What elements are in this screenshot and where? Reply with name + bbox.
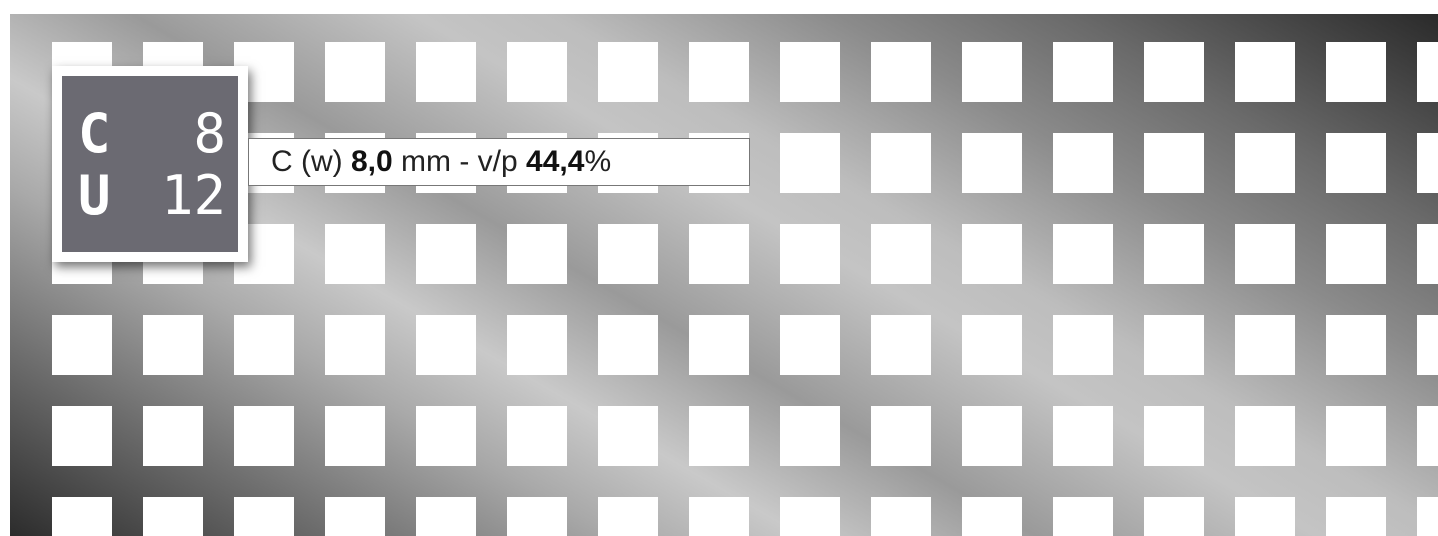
pattern-letter: U	[78, 164, 111, 228]
perforation-hole	[871, 315, 931, 375]
diameter-value: 8,0	[351, 145, 393, 178]
perforation-hole	[689, 406, 749, 466]
perforation-hole	[507, 497, 567, 536]
perforation-hole	[1235, 224, 1295, 284]
perforation-hole	[1053, 42, 1113, 102]
spec-label: C (w) 8,0 mm - v/p 44,4%	[248, 138, 750, 186]
perforation-hole	[52, 315, 112, 375]
perforation-hole	[1326, 406, 1386, 466]
perforation-hole	[1144, 497, 1204, 536]
perforation-hole	[1144, 406, 1204, 466]
perforation-hole	[598, 406, 658, 466]
perforation-hole	[1417, 42, 1438, 102]
perforation-hole	[1144, 133, 1204, 193]
perforation-hole	[416, 406, 476, 466]
perforation-hole	[962, 224, 1022, 284]
perforation-hole	[234, 406, 294, 466]
perforation-hole	[1417, 406, 1438, 466]
perforation-hole	[325, 42, 385, 102]
perforation-hole	[1326, 133, 1386, 193]
badge-row-pattern: U 12	[78, 164, 226, 228]
perforation-hole	[689, 224, 749, 284]
perforation-hole	[52, 497, 112, 536]
badge-row-shape: C 8	[78, 102, 226, 166]
spec-suffix: %	[584, 145, 611, 178]
perforation-hole	[416, 224, 476, 284]
perforation-hole	[1235, 497, 1295, 536]
perforation-hole	[871, 42, 931, 102]
perforation-hole	[1326, 224, 1386, 284]
perforation-hole	[871, 406, 931, 466]
perforation-hole	[1144, 315, 1204, 375]
perforation-hole	[598, 42, 658, 102]
perforation-hole	[962, 133, 1022, 193]
perforation-hole	[1235, 406, 1295, 466]
perforation-hole	[1417, 224, 1438, 284]
perforation-hole	[598, 315, 658, 375]
perforation-hole	[507, 406, 567, 466]
perforation-hole	[1417, 315, 1438, 375]
perforation-hole	[1417, 497, 1438, 536]
perforation-hole	[780, 133, 840, 193]
perforation-hole	[689, 315, 749, 375]
perforation-hole	[1144, 42, 1204, 102]
spec-middle: mm - v/p	[393, 145, 526, 178]
perforation-hole	[1144, 224, 1204, 284]
perforation-hole	[689, 497, 749, 536]
perforation-hole	[1417, 133, 1438, 193]
perforation-hole	[962, 42, 1022, 102]
perforation-hole	[234, 315, 294, 375]
perforation-hole	[780, 315, 840, 375]
perforation-hole	[1053, 315, 1113, 375]
perforation-hole	[416, 42, 476, 102]
perforation-hole	[1235, 42, 1295, 102]
perforation-hole	[1326, 42, 1386, 102]
perforation-hole	[962, 497, 1022, 536]
perforation-hole	[780, 224, 840, 284]
perforation-hole	[1326, 315, 1386, 375]
perforation-hole	[507, 224, 567, 284]
perforation-hole	[1235, 315, 1295, 375]
pattern-pitch: 12	[161, 164, 226, 228]
perforation-hole	[325, 315, 385, 375]
perforation-hole	[1235, 133, 1295, 193]
perforation-hole	[143, 497, 203, 536]
perforation-hole	[1053, 497, 1113, 536]
perforation-hole	[871, 133, 931, 193]
perforation-hole	[780, 406, 840, 466]
perforation-hole	[507, 315, 567, 375]
perforation-hole	[1326, 497, 1386, 536]
shape-size: 8	[193, 102, 226, 166]
perforation-hole	[871, 224, 931, 284]
perforation-hole	[325, 406, 385, 466]
perforation-hole	[507, 42, 567, 102]
perforation-hole	[962, 406, 1022, 466]
perforation-hole	[780, 497, 840, 536]
spec-prefix: C (w)	[271, 145, 351, 178]
perforation-hole	[1053, 224, 1113, 284]
perforation-hole	[234, 497, 294, 536]
perforation-hole	[1053, 133, 1113, 193]
perforation-hole	[689, 42, 749, 102]
perforation-hole	[780, 42, 840, 102]
perforation-hole	[962, 315, 1022, 375]
perforation-hole	[325, 497, 385, 536]
perforation-hole	[325, 224, 385, 284]
perforation-hole	[598, 497, 658, 536]
perforation-code-badge: C 8 U 12	[62, 76, 238, 252]
perforation-hole	[143, 315, 203, 375]
open-area-value: 44,4	[526, 145, 584, 178]
perforation-hole	[598, 224, 658, 284]
perforation-hole	[52, 406, 112, 466]
perforation-hole	[416, 497, 476, 536]
shape-letter: C	[78, 102, 111, 166]
perforation-hole	[143, 406, 203, 466]
perforation-hole	[1053, 406, 1113, 466]
perforation-hole	[871, 497, 931, 536]
perforation-hole	[416, 315, 476, 375]
